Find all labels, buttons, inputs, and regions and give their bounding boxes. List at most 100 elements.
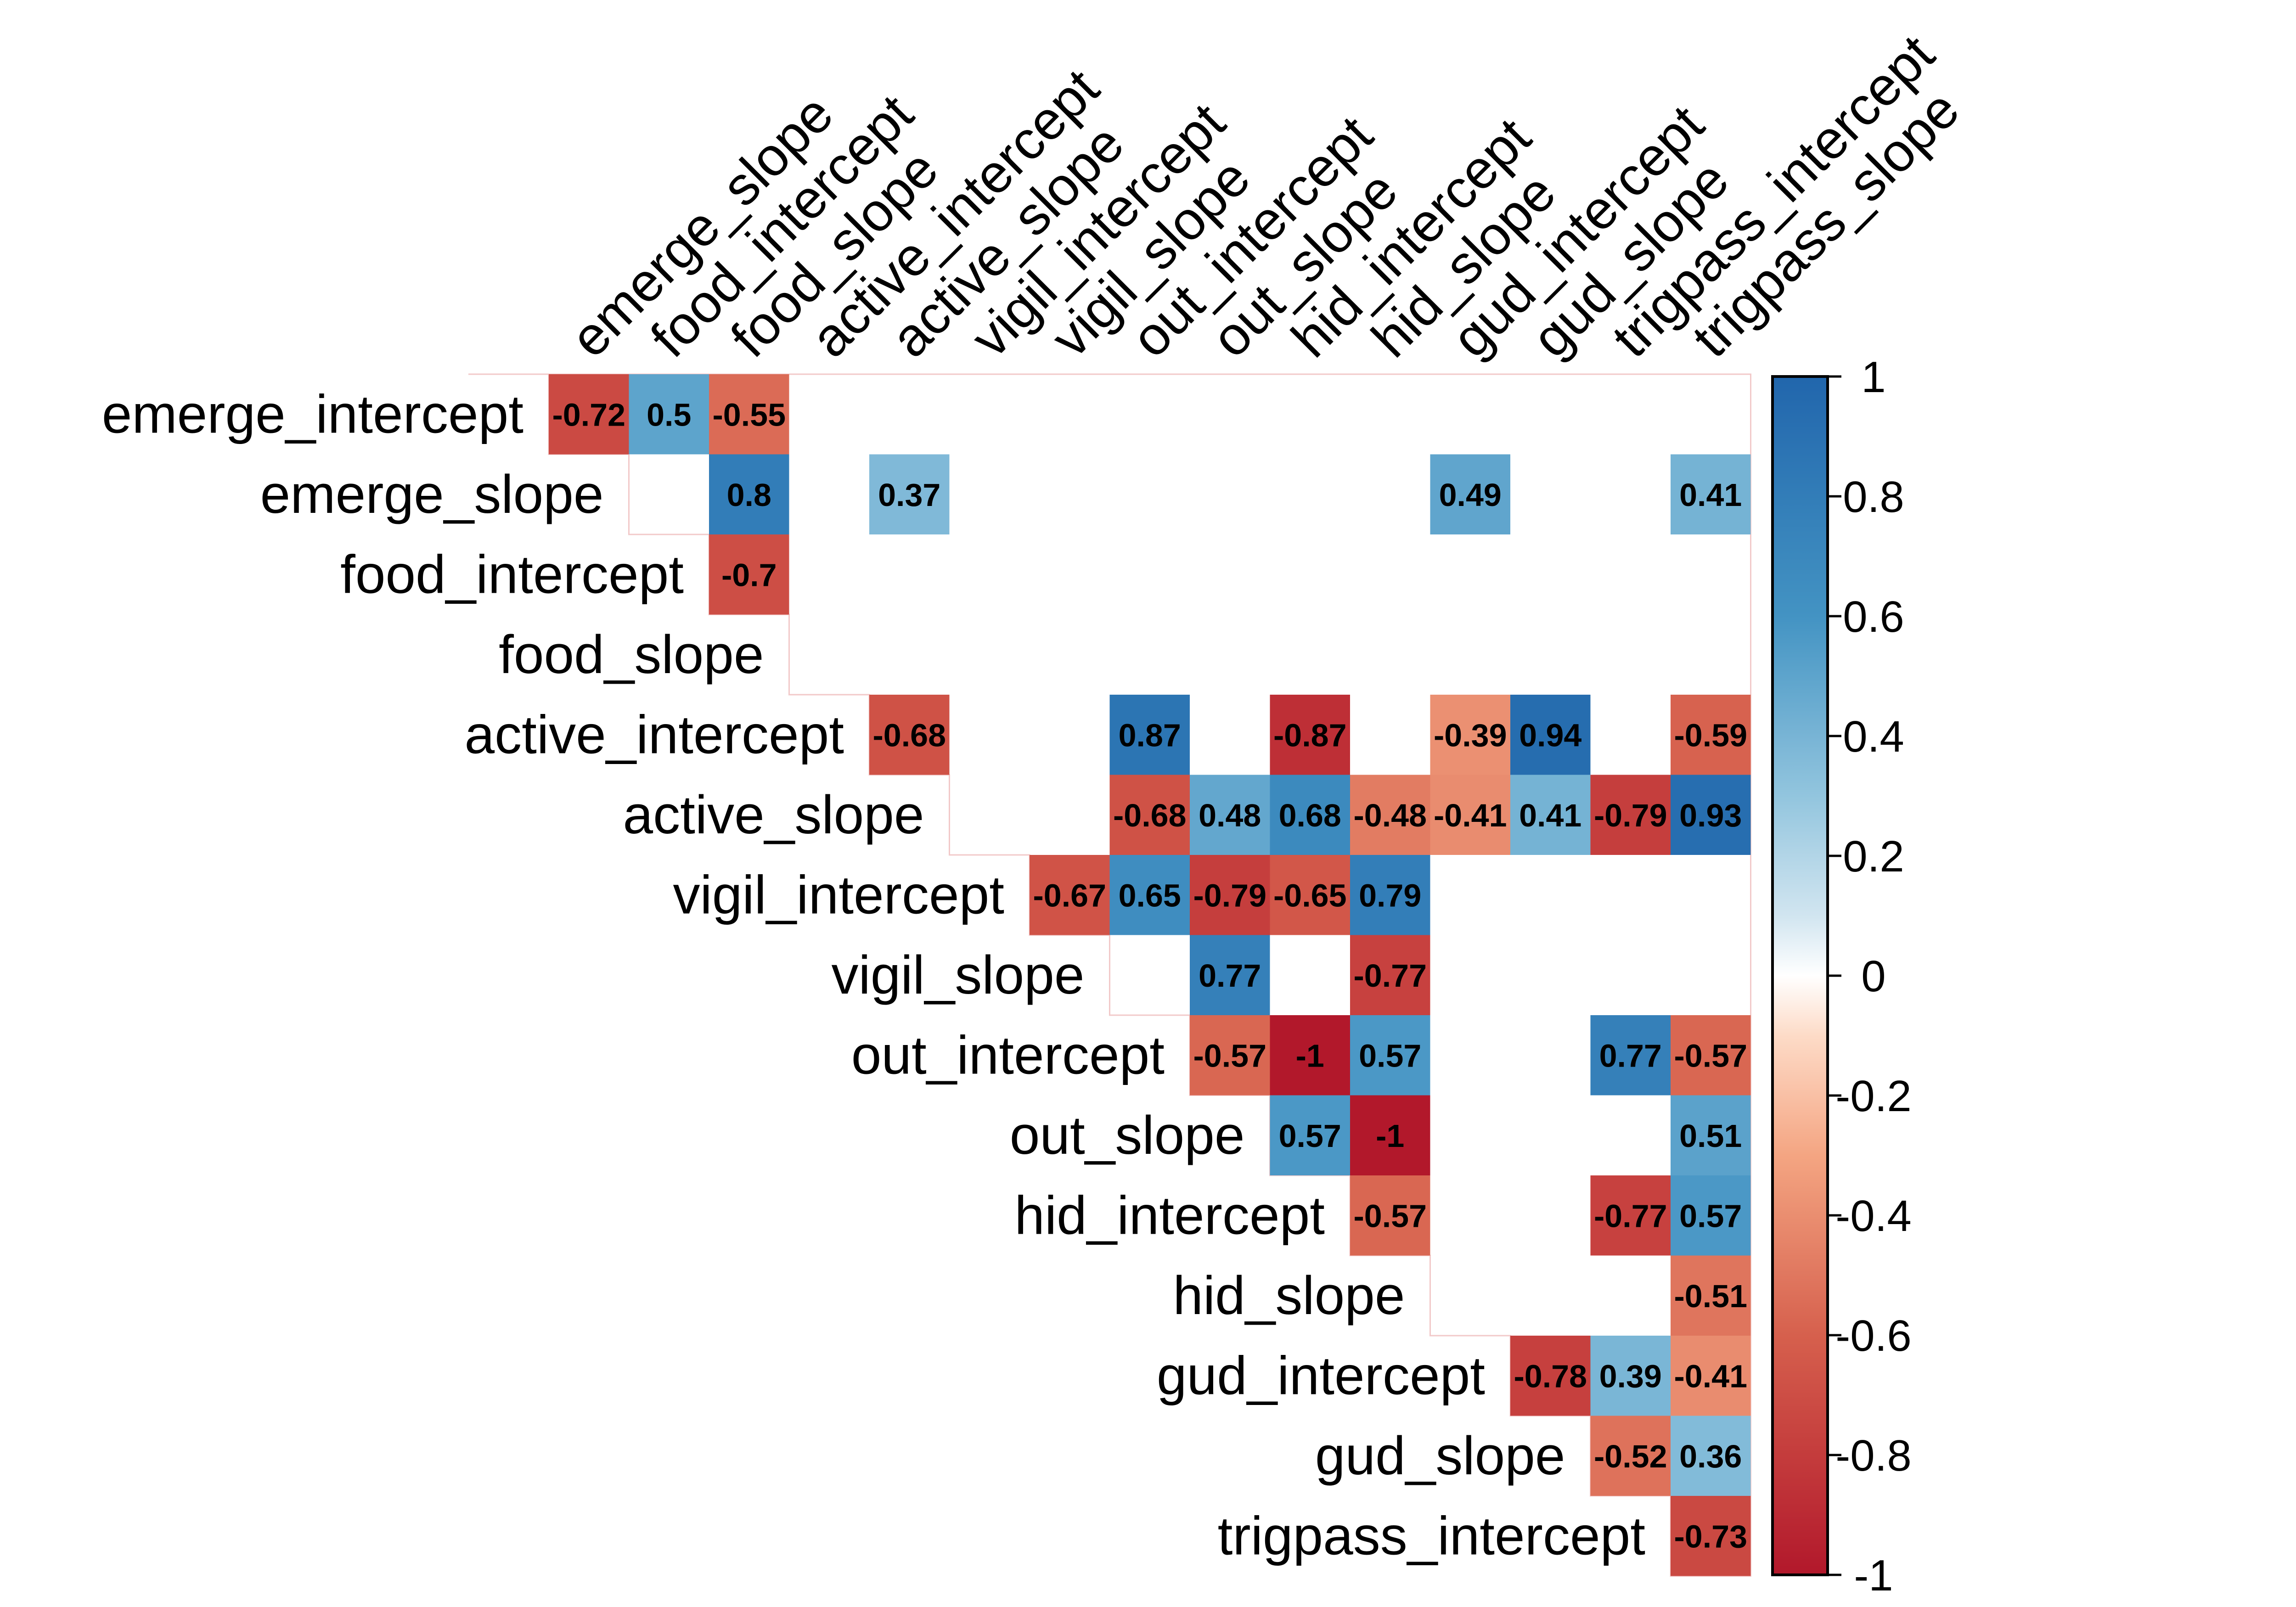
heatmap-cell-fill [1109, 855, 1190, 935]
row-label-food_intercept: food_intercept [340, 544, 684, 605]
heatmap-cell: -0.48 [1350, 775, 1430, 855]
heatmap-cell: 0.57 [1350, 1015, 1430, 1096]
heatmap-cell: 0.77 [1190, 935, 1270, 1015]
heatmap-cell: -0.65 [1270, 855, 1350, 935]
heatmap-cell: 0.36 [1671, 1416, 1751, 1496]
heatmap-cell-fill [1270, 695, 1350, 775]
cell-value-label: -0.51 [1674, 1278, 1747, 1314]
heatmap-cell-fill [1350, 1175, 1430, 1256]
heatmap-cell-fill [1671, 1336, 1751, 1416]
heatmap-cell: -1 [1270, 1015, 1350, 1096]
heatmap-cell-fill [869, 695, 950, 775]
column-labels: emerge_slopefood_interceptfood_slopeacti… [559, 23, 1970, 369]
cell-value-label: 0.77 [1599, 1038, 1662, 1073]
row-label-gud_intercept: gud_intercept [1157, 1345, 1485, 1406]
heatmap-cell: -0.57 [1190, 1015, 1270, 1096]
heatmap-cell: 0.57 [1270, 1095, 1350, 1175]
heatmap-cell-fill [1350, 855, 1430, 935]
row-label-hid_intercept: hid_intercept [1014, 1185, 1325, 1246]
row-label-active_slope: active_slope [623, 785, 924, 845]
cell-value-label: 0.39 [1599, 1358, 1662, 1394]
heatmap-cell-fill [1671, 1255, 1751, 1336]
heatmap-cell: 0.39 [1590, 1336, 1671, 1416]
heatmap-cell-fill [1671, 454, 1751, 534]
cell-value-label: 0.36 [1679, 1438, 1742, 1474]
cell-value-label: 0.77 [1199, 958, 1261, 994]
heatmap-cell-fill [1671, 1416, 1751, 1496]
heatmap-cell: 0.5 [629, 374, 709, 455]
cell-value-label: -0.68 [1113, 798, 1187, 833]
heatmap-cell: 0.68 [1270, 775, 1350, 855]
heatmap-cell: -0.72 [549, 374, 629, 455]
cell-value-label: 0.41 [1519, 798, 1581, 833]
row-labels: emerge_intercept emerge_slope food_interce… [102, 384, 1645, 1566]
cell-value-label: 0.8 [727, 477, 771, 513]
cell-value-label: -0.79 [1193, 877, 1266, 913]
row-label-vigil_intercept: vigil_intercept [673, 865, 1004, 925]
heatmap-cell: 0.93 [1671, 775, 1751, 855]
cell-value-label: 0.49 [1439, 477, 1502, 513]
heatmap-cell: 0.37 [869, 454, 950, 534]
heatmap-cell-fill [1190, 775, 1270, 855]
cell-value-label: -0.52 [1594, 1438, 1667, 1474]
heatmap-cell: -0.57 [1350, 1175, 1430, 1256]
heatmap-cell: 0.8 [709, 454, 789, 534]
heatmap-cell-fill [1590, 1015, 1671, 1096]
row-label-vigil_slope: vigil_slope [832, 945, 1085, 1006]
cell-value-label: -1 [1296, 1038, 1324, 1073]
cell-value-label: -0.78 [1514, 1358, 1587, 1394]
heatmap-cell-fill [1590, 1336, 1671, 1416]
heatmap-cell-fill [629, 374, 709, 455]
cell-value-label: -0.87 [1273, 717, 1347, 753]
cell-value-label: -0.67 [1033, 877, 1106, 913]
heatmap-cell-fill [1190, 1015, 1270, 1096]
heatmap-cell-fill [1190, 935, 1270, 1015]
heatmap-cell: -0.73 [1671, 1496, 1751, 1576]
heatmap-cell: -0.77 [1350, 935, 1430, 1015]
heatmap-cell-fill [1590, 1416, 1671, 1496]
heatmap-cell: -0.59 [1671, 695, 1751, 775]
cell-value-label: 0.94 [1519, 717, 1581, 753]
heatmap-cell: -0.87 [1270, 695, 1350, 775]
cell-value-label: -0.77 [1353, 958, 1427, 994]
cell-value-label: -0.65 [1273, 877, 1347, 913]
heatmap-cell: 0.41 [1671, 454, 1751, 534]
heatmap-cell: -0.55 [709, 374, 789, 455]
heatmap-cell: -0.51 [1671, 1255, 1751, 1336]
heatmap-cell: -0.79 [1590, 775, 1671, 855]
cell-value-label: -0.41 [1434, 798, 1507, 833]
heatmap-cell: -1 [1350, 1095, 1430, 1175]
heatmap-cell-fill [1270, 1015, 1350, 1096]
cell-value-label: 0.79 [1359, 877, 1421, 913]
heatmap-cell-fill [869, 454, 950, 534]
cell-value-label: 0.57 [1359, 1038, 1421, 1073]
legend-tick-label: -0.8 [1835, 1431, 1911, 1480]
cell-value-label: -0.57 [1193, 1038, 1266, 1073]
cell-value-label: 0.68 [1279, 798, 1341, 833]
cell-value-label: 0.57 [1679, 1198, 1742, 1234]
heatmap-cell-fill [1430, 775, 1510, 855]
cell-value-label: 0.87 [1119, 717, 1181, 753]
heatmap-cell-fill [1270, 775, 1350, 855]
heatmap-cell-fill [1190, 855, 1270, 935]
cell-value-label: 0.93 [1679, 798, 1742, 833]
legend-tick-label: 1 [1861, 353, 1885, 402]
legend-tick-label: 0.4 [1843, 712, 1904, 761]
heatmap-cell-fill [1270, 1095, 1350, 1175]
heatmap-cell-fill [709, 454, 789, 534]
cell-value-label: -0.41 [1674, 1358, 1747, 1394]
heatmap-cell: -0.57 [1671, 1015, 1751, 1096]
row-label-emerge_intercept: emerge_intercept [102, 384, 523, 444]
heatmap-cell: 0.57 [1671, 1175, 1751, 1256]
heatmap-cell-fill [1510, 695, 1591, 775]
heatmap-cell-fill [1109, 775, 1190, 855]
cell-value-label: 0.57 [1279, 1118, 1341, 1154]
cell-value-label: -1 [1376, 1118, 1404, 1154]
row-label-food_slope: food_slope [499, 624, 764, 685]
heatmap-cell-fill [709, 534, 789, 615]
heatmap-cell: -0.79 [1190, 855, 1270, 935]
heatmap-cell: -0.39 [1430, 695, 1510, 775]
legend-tick-label: 0.2 [1843, 832, 1904, 881]
heatmap-cell-fill [1350, 775, 1430, 855]
